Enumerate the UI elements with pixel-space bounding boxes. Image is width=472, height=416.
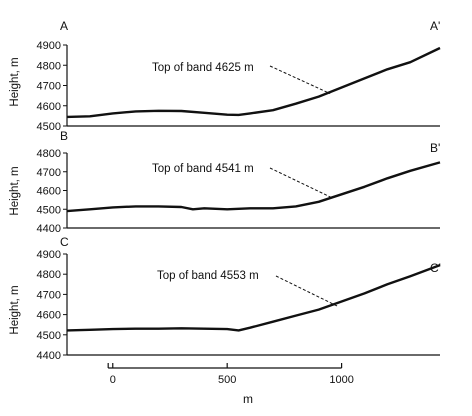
panel-c: C C' Height, m Top of band 4553 m 440045…: [9, 235, 441, 362]
y-tick-label-b-4400: 4400: [37, 223, 61, 235]
annotation-leader-a: [269, 65, 331, 95]
left-label-a: A: [60, 19, 68, 33]
y-tick-label-b-4500: 4500: [37, 204, 61, 216]
panel-b: B B' Height, m Top of band 4541 m 4400 45…: [9, 129, 441, 235]
annotation-label-b: Top of band 4541 m: [152, 163, 254, 175]
y-tick-label-a-4500: 4500: [37, 121, 61, 133]
y-axis-label-a: Height, m: [9, 57, 21, 106]
left-label-b: B: [60, 129, 68, 143]
scale-unit-label: m: [243, 392, 253, 406]
left-label-c: C: [60, 235, 69, 249]
annotation-leader-b: [269, 167, 333, 199]
y-tick-label-a-4800: 4800: [37, 60, 61, 72]
profile-line-c: [66, 263, 441, 332]
scale-tick-label-1000: 1000: [329, 374, 353, 386]
y-tick-label-c-4500: 4500: [37, 330, 61, 342]
annotation-label-a: Top of band 4625 m: [152, 62, 254, 74]
y-tick-label-b-4800: 4800: [37, 148, 61, 160]
distance-scale-bar: m 0 500 1000: [107, 363, 354, 406]
profile-line-a: [66, 46, 441, 119]
scale-tick-label-0: 0: [110, 374, 116, 386]
profile-line-b: [66, 161, 441, 213]
y-tick-label-b-4700: 4700: [37, 167, 61, 179]
annotation-leader-c: [275, 275, 339, 307]
y-tick-label-c-4600: 4600: [37, 310, 61, 322]
right-label-b: B': [430, 141, 440, 155]
y-axis-label-c: Height, m: [9, 285, 21, 334]
y-tick-label-c-4800: 4800: [37, 269, 61, 281]
annotation-label-c: Top of band 4553 m: [157, 270, 259, 282]
right-label-a: A': [430, 19, 440, 33]
y-tick-label-c-4400: 4400: [37, 350, 61, 362]
y-tick-label-c-4700: 4700: [37, 289, 61, 301]
y-tick-label-a-4700: 4700: [37, 81, 61, 93]
y-tick-label-a-4600: 4600: [37, 101, 61, 113]
y-tick-label-b-4600: 4600: [37, 186, 61, 198]
panel-a: A A' Height, m Top of band 4625 m 4500 46…: [9, 19, 441, 133]
y-tick-label-c-4900: 4900: [37, 249, 61, 261]
y-axis-label-b: Height, m: [9, 166, 21, 215]
scale-tick-label-500: 500: [218, 374, 236, 386]
y-tick-label-a-4900: 4900: [37, 40, 61, 52]
